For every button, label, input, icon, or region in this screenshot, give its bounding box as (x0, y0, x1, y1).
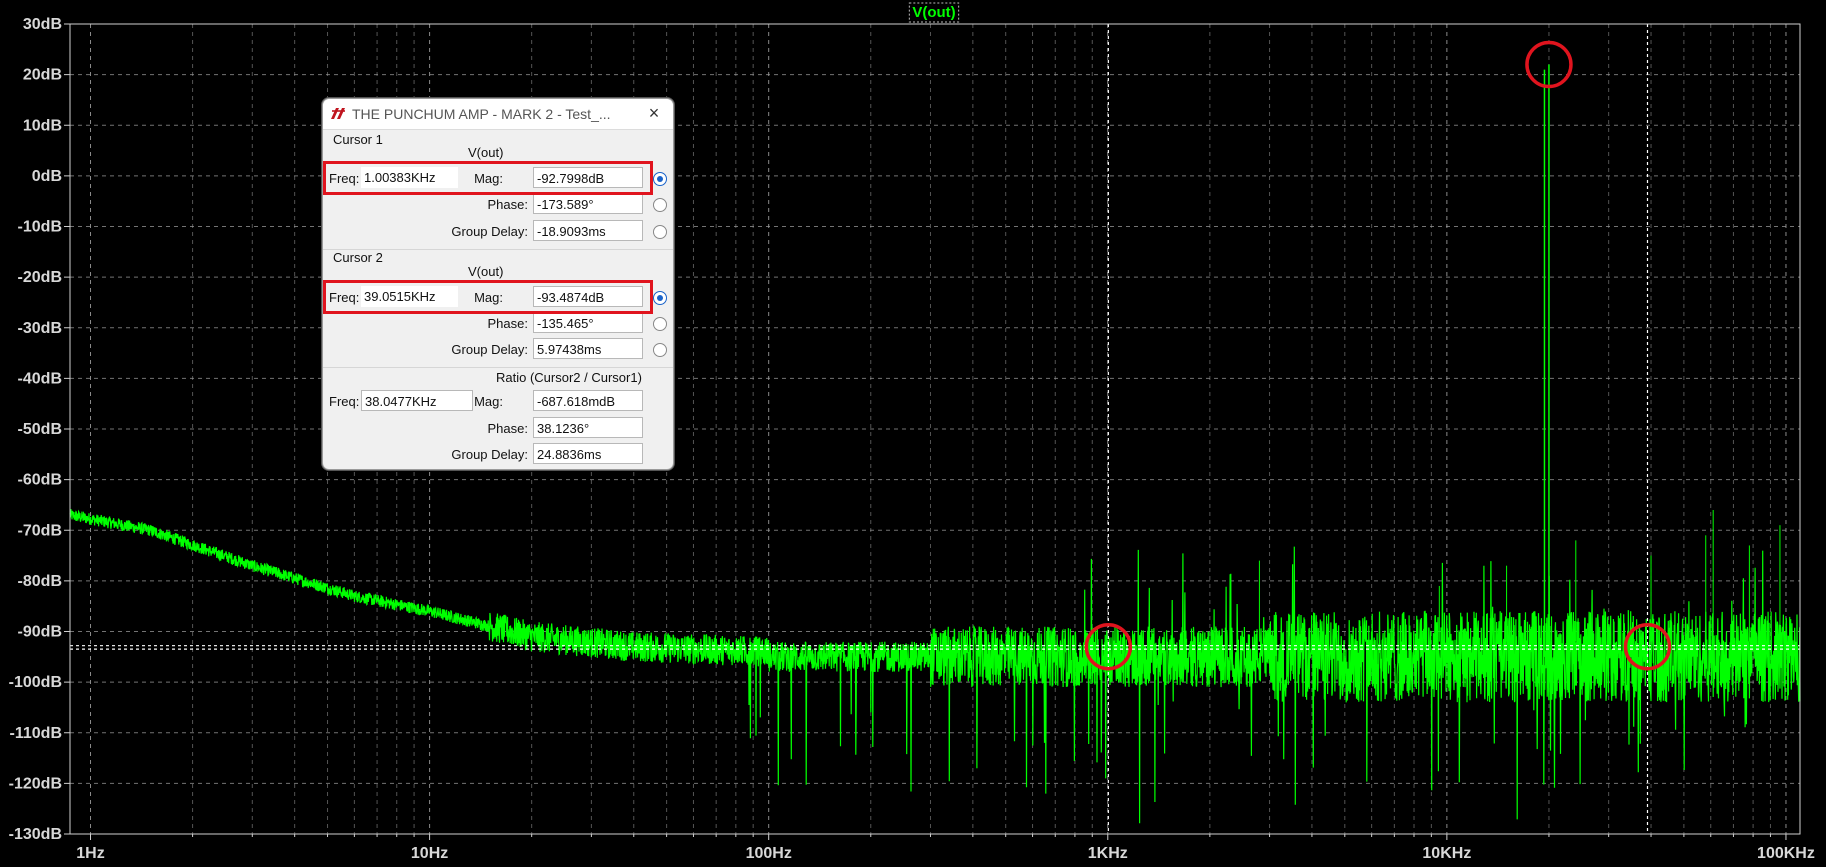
y-tick-label: -10dB (18, 219, 62, 236)
cursor2-phase-label: Phase: (487, 316, 528, 331)
y-tick-label: 30dB (23, 16, 62, 33)
cursor2-trace-label: V(out) (468, 264, 504, 279)
axes: 30dB 20dB 10dB 0dB -10dB -20dB -30dB -40dB -50dB… (9, 2, 1815, 862)
cursor1-gd-radio[interactable] (653, 225, 667, 239)
cursor-dialog[interactable]: THE PUNCHUM AMP - MARK 2 - Test_... × Cu… (322, 98, 674, 470)
y-tick-label: -100dB (9, 674, 62, 691)
annotations (1084, 40, 1672, 671)
ratio-gd-field[interactable]: 24.8836ms (533, 443, 643, 464)
ratio-mag-label: Mag: (474, 394, 503, 409)
cursor2-gd-radio[interactable] (653, 343, 667, 357)
cursor2-mag-field[interactable]: -93.4874dB (533, 286, 643, 307)
cursor1-trace-label: V(out) (468, 145, 504, 160)
y-tick-label: -90dB (18, 624, 62, 641)
cursor1-gd-field[interactable]: -18.9093ms (533, 220, 643, 241)
cursor1-group-label: Cursor 1 (333, 132, 383, 147)
y-tick-label: 20dB (23, 67, 62, 84)
red-circle-annotation (1084, 622, 1133, 671)
x-tick-label: 1Hz (76, 845, 104, 862)
cursor2-group-label: Cursor 2 (333, 250, 383, 265)
y-tick-label: -40dB (18, 370, 62, 387)
ltspice-logo-icon (331, 108, 345, 119)
red-circle-annotation (1623, 622, 1672, 671)
cursor1-divider (323, 249, 673, 250)
ratio-phase-label: Phase: (487, 421, 528, 436)
cursor2-gd-field[interactable]: 5.97438ms (533, 338, 643, 359)
x-tick-label: 100KHz (1757, 845, 1815, 862)
cursor1-freq-field[interactable]: 1.00383KHz (361, 167, 458, 188)
y-tick-label: -50dB (18, 421, 62, 438)
ratio-freq-field[interactable]: 38.0477KHz (361, 390, 473, 411)
ratio-gd-label: Group Delay: (451, 447, 528, 462)
ratio-mag-field[interactable]: -687.618mdB (533, 390, 643, 411)
trace-noise (69, 509, 1801, 824)
cursor1-mag-field[interactable]: -92.7998dB (533, 167, 643, 188)
cursor2-divider (323, 367, 673, 368)
cursor1-mag-label: Mag: (474, 171, 503, 186)
cursor2-mag-radio[interactable] (653, 291, 667, 305)
trace-title-box (908, 2, 960, 23)
y-tick-label: 0dB (32, 168, 62, 185)
cursor2-phase-radio[interactable] (653, 317, 667, 331)
y-tick-label: -70dB (18, 522, 62, 539)
y-tick-label: -110dB (10, 725, 62, 742)
y-tick-label: -20dB (18, 269, 62, 286)
y-tick-label: -30dB (18, 320, 62, 337)
cursor1-gd-label: Group Delay: (451, 224, 528, 239)
y-tick-label: 10dB (23, 117, 62, 134)
x-tick-label: 10Hz (411, 845, 448, 862)
cursor1-phase-field[interactable]: -173.589° (533, 193, 643, 214)
y-tick-label: -120dB (9, 775, 62, 792)
y-tick-label: -130dB (9, 826, 62, 843)
cursor1-phase-radio[interactable] (653, 198, 667, 212)
cursor2-freq-field[interactable]: 39.0515KHz (361, 286, 458, 307)
red-circle-annotation (1525, 40, 1573, 89)
y-tick-label: -80dB (18, 573, 62, 590)
trace-title: V(out) (912, 4, 955, 21)
close-icon[interactable]: × (648, 103, 660, 123)
y-tick-label: -60dB (18, 472, 62, 489)
x-tick-label: 1KHz (1088, 845, 1128, 862)
x-tick-label: 10KHz (1422, 845, 1471, 862)
cursor2-gd-label: Group Delay: (451, 342, 528, 357)
ratio-freq-label: Freq: (329, 394, 360, 409)
cursor1-mag-radio[interactable] (653, 172, 667, 186)
dialog-titlebar[interactable]: THE PUNCHUM AMP - MARK 2 - Test_... × (323, 99, 673, 130)
cursor2-mag-label: Mag: (474, 290, 503, 305)
x-tick-label: 100Hz (746, 845, 792, 862)
cursor2-freq-label: Freq: (329, 290, 360, 305)
cursor-lines[interactable] (70, 24, 1800, 834)
dialog-title: THE PUNCHUM AMP - MARK 2 - Test_... (352, 106, 611, 122)
trace-vout (69, 64, 1801, 824)
ratio-group-label: Ratio (Cursor2 / Cursor1) (496, 370, 642, 385)
cursor1-phase-label: Phase: (487, 197, 528, 212)
cursor2-phase-field[interactable]: -135.465° (533, 312, 643, 333)
ratio-phase-field[interactable]: 38.1236° (533, 417, 643, 438)
cursor1-freq-label: Freq: (329, 171, 360, 186)
